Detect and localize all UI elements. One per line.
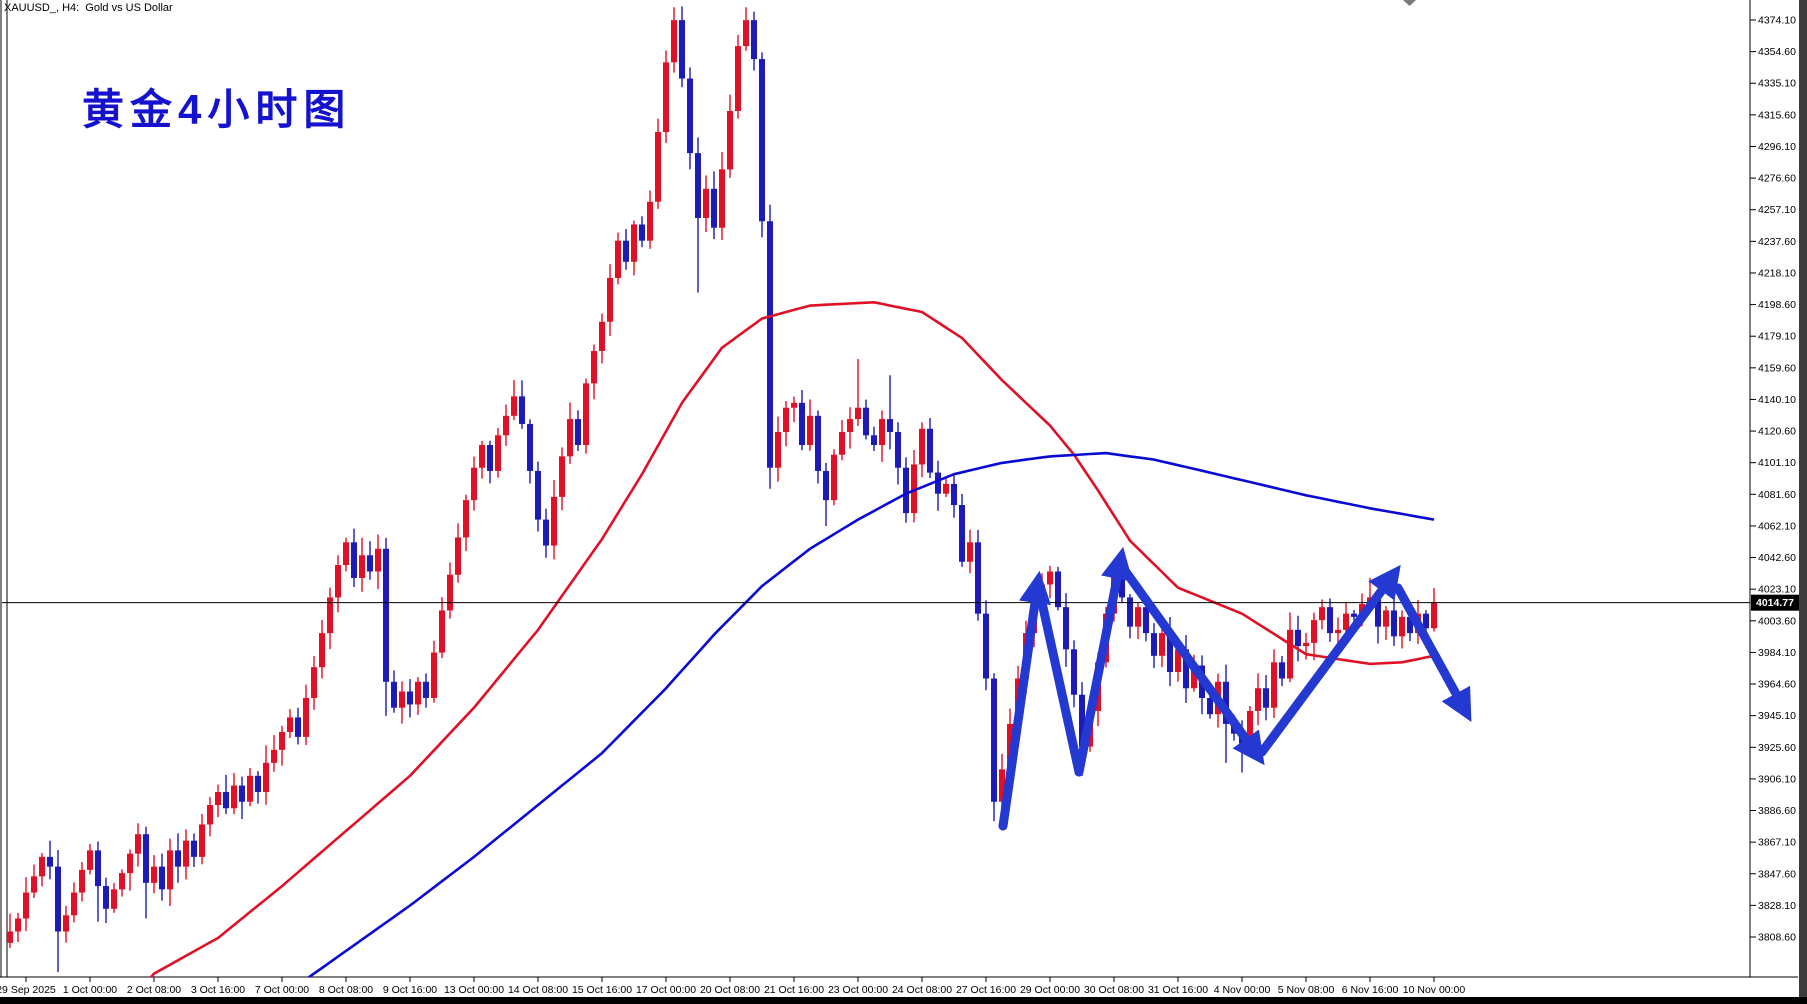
time-axis-label: 14 Oct 08:00 xyxy=(508,984,568,996)
trend-arrow[interactable] xyxy=(998,570,1052,831)
price-axis-label: 4101.10 xyxy=(1758,457,1796,469)
current-price-label: 4014.77 xyxy=(1756,597,1794,609)
symbol-title: XAUUSD_, H4: Gold vs US Dollar xyxy=(4,2,173,14)
price-axis-label: 4237.60 xyxy=(1758,236,1796,248)
time-axis-label: 20 Oct 08:00 xyxy=(700,984,760,996)
price-axis-label: 4003.60 xyxy=(1758,615,1796,627)
price-axis-label: 3906.10 xyxy=(1758,773,1796,785)
price-axis-label: 3886.60 xyxy=(1758,805,1796,817)
price-axis-label: 4140.10 xyxy=(1758,394,1796,406)
time-axis-label: 7 Oct 00:00 xyxy=(255,984,309,996)
time-axis-label: 30 Oct 08:00 xyxy=(1084,984,1144,996)
time-axis-label: 24 Oct 08:00 xyxy=(892,984,952,996)
time-axis-label: 29 Oct 00:00 xyxy=(1020,984,1080,996)
time-axis-label: 6 Nov 16:00 xyxy=(1342,984,1399,996)
price-axis-label: 3808.60 xyxy=(1758,932,1796,944)
time-axis-label: 2 Oct 08:00 xyxy=(127,984,181,996)
price-axis-label: 3925.60 xyxy=(1758,742,1796,754)
time-axis-label: 3 Oct 16:00 xyxy=(191,984,245,996)
time-axis-label: 29 Sep 2025 xyxy=(0,984,56,996)
time-axis-label: 4 Nov 00:00 xyxy=(1214,984,1271,996)
ma-slow-line xyxy=(306,451,1435,977)
time-axis-label: 9 Oct 16:00 xyxy=(383,984,437,996)
price-axis-label: 4081.60 xyxy=(1758,489,1796,501)
price-axis-label: 3828.10 xyxy=(1758,900,1796,912)
time-axis-label: 1 Oct 00:00 xyxy=(63,984,117,996)
chart-annotation-text[interactable]: 黄金4小时图 xyxy=(82,86,352,133)
time-axis-label: 23 Oct 00:00 xyxy=(828,984,888,996)
price-axis-label: 4120.60 xyxy=(1758,426,1796,438)
chart-shift-marker-icon[interactable] xyxy=(1403,0,1416,6)
current-price-label-box xyxy=(1751,594,1801,611)
time-axis-label: 8 Oct 08:00 xyxy=(319,984,373,996)
price-axis-label: 4257.10 xyxy=(1758,204,1796,216)
trend-arrow[interactable] xyxy=(1036,593,1084,777)
trend-arrow[interactable] xyxy=(1257,564,1401,757)
price-axis-label: 4159.60 xyxy=(1758,362,1796,374)
price-axis-label: 3945.10 xyxy=(1758,710,1796,722)
price-axis-label: 3867.10 xyxy=(1758,837,1796,849)
price-axis-label: 3984.10 xyxy=(1758,647,1796,659)
trend-arrow[interactable] xyxy=(1074,546,1133,777)
trend-arrow[interactable] xyxy=(1393,583,1472,722)
time-axis-label: 13 Oct 00:00 xyxy=(444,984,504,996)
price-axis-label: 4296.10 xyxy=(1758,141,1796,153)
time-axis-label: 21 Oct 16:00 xyxy=(764,984,824,996)
plot-border xyxy=(0,0,1798,978)
time-axis-label: 31 Oct 16:00 xyxy=(1148,984,1208,996)
price-axis-label: 3964.60 xyxy=(1758,679,1796,691)
price-axis-label: 3847.60 xyxy=(1758,868,1796,880)
price-axis-label: 4198.60 xyxy=(1758,299,1796,311)
price-axis-label: 4335.10 xyxy=(1758,78,1796,90)
trend-arrow[interactable] xyxy=(1121,567,1265,766)
price-axis-label: 4023.10 xyxy=(1758,584,1796,596)
time-axis-label: 15 Oct 16:00 xyxy=(572,984,632,996)
price-axis-label: 4042.60 xyxy=(1758,552,1796,564)
price-axis-label: 4218.10 xyxy=(1758,267,1796,279)
price-axis-label: 4062.10 xyxy=(1758,520,1796,532)
price-axis: 4374.10 4354.60 4335.10 4315.60 4296.10 4276.… xyxy=(1750,15,1801,944)
annotation-arrows[interactable] xyxy=(998,546,1472,831)
price-axis-label: 4374.10 xyxy=(1758,15,1796,27)
time-axis-label: 5 Nov 08:00 xyxy=(1278,984,1335,996)
ma-fast-line xyxy=(149,301,1435,977)
time-axis: 29 Sep 2025 1 Oct 00:00 2 Oct 08:00 3 Oct 1… xyxy=(0,977,1465,996)
time-axis-label: 27 Oct 16:00 xyxy=(956,984,1016,996)
price-axis-label: 4179.10 xyxy=(1758,331,1796,343)
price-axis-label: 4276.60 xyxy=(1758,173,1796,185)
price-axis-label: 4354.60 xyxy=(1758,46,1796,58)
time-axis-label: 17 Oct 00:00 xyxy=(636,984,696,996)
time-axis-label: 10 Nov 00:00 xyxy=(1403,984,1466,996)
candlestick-series xyxy=(7,6,1437,973)
price-axis-label: 4315.60 xyxy=(1758,109,1796,121)
